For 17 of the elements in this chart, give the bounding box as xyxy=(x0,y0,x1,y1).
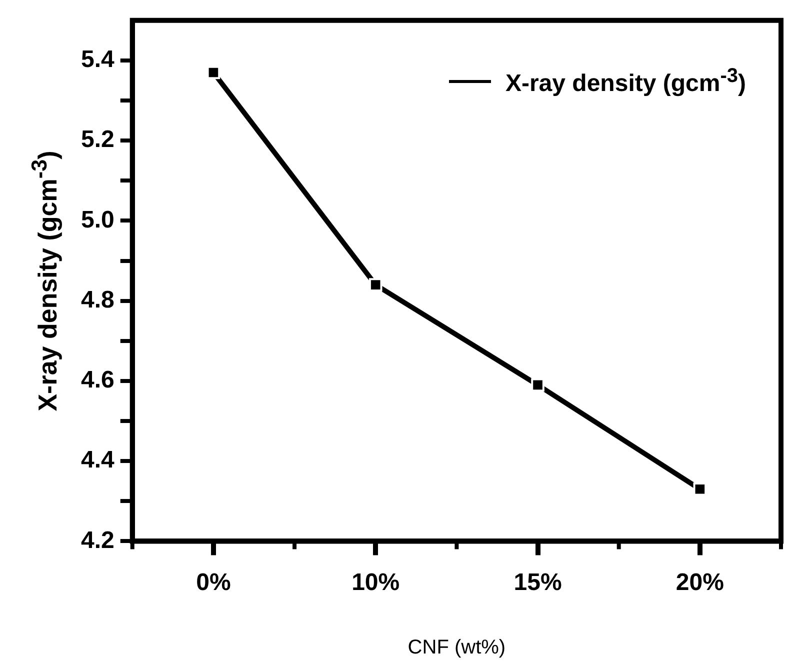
x-tick-label: 10% xyxy=(352,569,400,596)
y-tick-label: 4.2 xyxy=(80,526,114,554)
y-tick-label: 5.4 xyxy=(80,46,116,74)
x-axis-title: CNF (wt%) xyxy=(408,636,506,659)
y-tick-label: 5.2 xyxy=(80,126,114,154)
x-tick-label: 0% xyxy=(196,569,231,596)
point xyxy=(693,482,707,496)
point xyxy=(206,66,220,80)
y-tick-label: 4.6 xyxy=(80,366,114,394)
y-tick-label: 5.0 xyxy=(80,206,114,234)
point xyxy=(368,278,382,292)
x-tick-label: 15% xyxy=(514,569,562,596)
y-tick-label: 4.4 xyxy=(80,446,116,474)
legend-label: X-ray density (gcm$^{-3}$) xyxy=(505,65,746,98)
y-tick-label: 4.8 xyxy=(80,286,114,314)
x-tick-label: 20% xyxy=(676,569,724,596)
point xyxy=(531,378,544,392)
